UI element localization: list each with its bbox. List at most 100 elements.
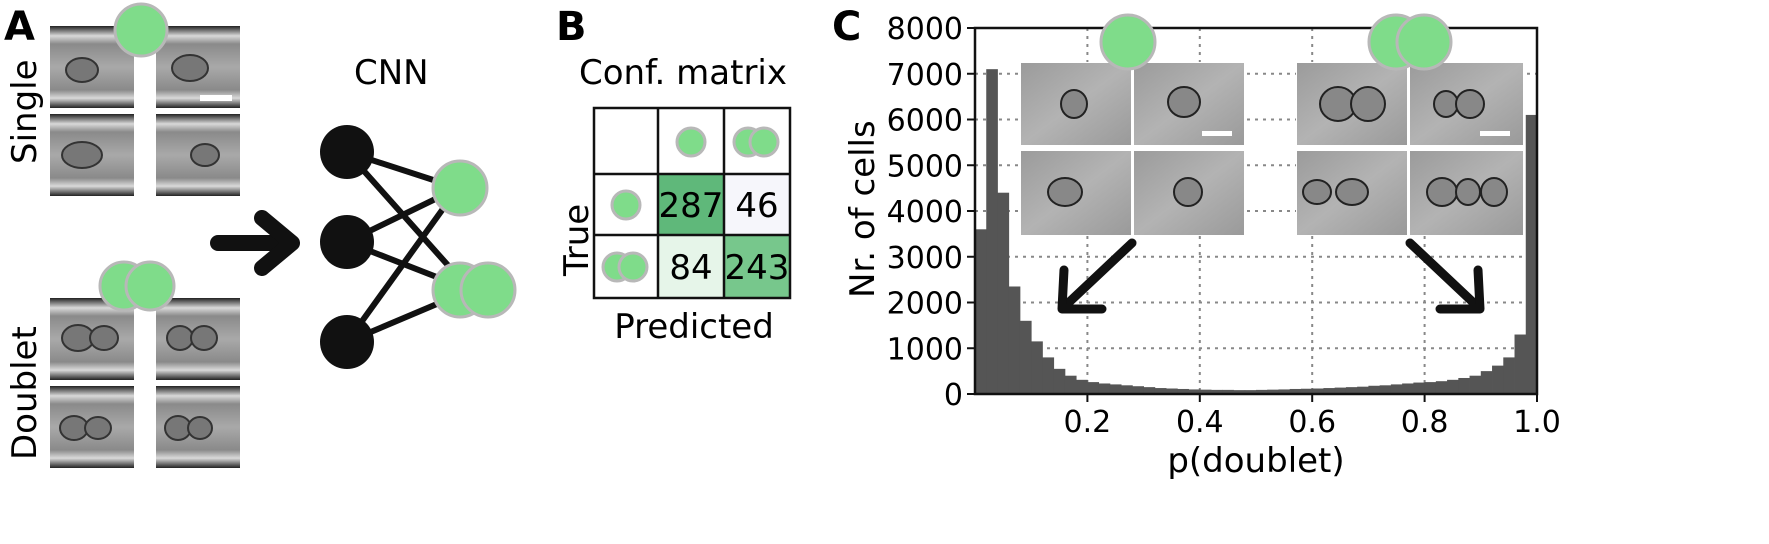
cm-value: 243 xyxy=(725,248,790,288)
single-inset-images xyxy=(1020,62,1245,236)
y-tick-label: 2000 xyxy=(887,287,963,322)
cnn-label: CNN xyxy=(354,53,429,93)
histogram-bar xyxy=(1008,286,1021,394)
histogram-bar xyxy=(1458,377,1470,394)
y-tick-label: 3000 xyxy=(887,241,963,276)
y-tick-label: 8000 xyxy=(887,12,963,47)
histogram-bar xyxy=(1300,388,1313,394)
right-arrow-icon xyxy=(210,210,300,276)
histogram-bar xyxy=(1323,388,1336,394)
single-cell-icon xyxy=(675,126,707,158)
x-tick-label: 0.8 xyxy=(1401,405,1449,440)
y-tick-label: 1000 xyxy=(887,332,963,367)
histogram-bar xyxy=(997,192,1010,394)
cnn-network-diagram xyxy=(320,125,517,369)
histogram-bar xyxy=(1109,384,1122,394)
cm-cell-true-doublet-pred-doublet xyxy=(724,235,790,298)
histogram-bar xyxy=(1222,389,1234,394)
axis-ticks: 0 1000 2000 3000 4000 5000 6000 7000 8000 0.2 0.4 0… xyxy=(887,12,1561,440)
single-cell-icon xyxy=(610,189,642,221)
histogram-bar xyxy=(1076,379,1088,394)
histogram-bar xyxy=(1188,389,1201,394)
histogram-bar xyxy=(1211,389,1223,394)
x-tick-label: 0.2 xyxy=(1064,405,1112,440)
arrow-down-right-icon xyxy=(1405,238,1485,314)
histogram-bar xyxy=(1402,383,1414,394)
doublet-cell-images xyxy=(50,298,240,468)
scale-bar xyxy=(200,95,232,101)
output-node-single xyxy=(431,159,489,217)
histogram-bar xyxy=(1143,387,1156,394)
histogram-bar xyxy=(1233,390,1246,394)
histogram-bar xyxy=(1177,388,1189,394)
cm-value: 84 xyxy=(669,248,712,288)
histogram-bar xyxy=(1121,385,1133,394)
doublet-inset-images xyxy=(1296,62,1524,236)
scale-bar xyxy=(1202,131,1232,136)
y-tick-label: 6000 xyxy=(887,104,963,139)
cm-value: 46 xyxy=(735,186,778,226)
histogram-bar xyxy=(1435,381,1448,394)
input-node xyxy=(320,125,374,179)
histogram-bar xyxy=(1256,389,1268,394)
histogram-bar xyxy=(1357,386,1369,394)
histogram-bar xyxy=(1278,389,1291,394)
histogram-bar xyxy=(1345,387,1358,394)
panel-a-letter: A xyxy=(4,4,35,50)
histogram-bar xyxy=(1098,383,1111,394)
doublet-label: Doublet xyxy=(5,326,45,460)
histogram-bar xyxy=(1154,388,1167,394)
histogram-bar xyxy=(1390,384,1403,394)
true-label: True xyxy=(557,204,597,277)
histogram-bar xyxy=(1525,114,1538,395)
histogram-bar xyxy=(975,229,987,394)
histogram-bar xyxy=(1480,371,1493,394)
histogram-bar xyxy=(986,69,998,395)
histogram-bar xyxy=(1469,375,1482,394)
y-tick-label: 0 xyxy=(944,378,963,413)
histogram-bar xyxy=(1424,382,1437,394)
x-tick-label: 1.0 xyxy=(1513,405,1561,440)
y-tick-label: 4000 xyxy=(887,195,963,230)
single-cell-icon xyxy=(1099,13,1157,71)
histogram-bar xyxy=(1514,334,1527,394)
histogram-chart: 0 1000 2000 3000 4000 5000 6000 7000 8000 0.2 0.4 0… xyxy=(887,12,1561,440)
cm-cell-true-single-pred-single xyxy=(658,174,724,235)
arrow-down-left-icon xyxy=(1057,238,1137,314)
scale-bar xyxy=(1480,131,1510,136)
doublet-cell-icon xyxy=(732,126,780,158)
histogram-bar xyxy=(1413,382,1425,394)
predicted-label: Predicted xyxy=(614,307,774,347)
doublet-cell-icon xyxy=(1367,13,1453,71)
doublet-cell-icon xyxy=(98,260,176,312)
histogram-bar xyxy=(1064,375,1077,394)
histogram-bar xyxy=(1166,388,1178,394)
grid-lines xyxy=(975,28,1537,394)
doublet-cell-icon xyxy=(601,251,649,283)
histogram-bar xyxy=(1368,385,1381,394)
confusion-matrix-title: Conf. matrix xyxy=(579,53,787,93)
confusion-matrix: 287 46 84 243 xyxy=(592,106,792,300)
y-tick-label: 5000 xyxy=(887,149,963,184)
y-axis-label: Nr. of cells xyxy=(843,120,883,298)
plot-frame xyxy=(973,26,1539,396)
histogram-bar xyxy=(1042,357,1055,394)
histogram-bar xyxy=(1019,320,1032,394)
x-tick-label: 0.4 xyxy=(1176,405,1224,440)
cm-cell-true-single-pred-doublet xyxy=(724,174,790,235)
cm-value: 287 xyxy=(659,186,724,226)
histogram-bar xyxy=(1334,387,1347,394)
histogram-bar xyxy=(1053,368,1066,394)
histogram-bar xyxy=(1447,379,1459,394)
histogram-bar xyxy=(1312,388,1324,394)
histogram-bar xyxy=(1267,389,1279,394)
panel-c-letter: C xyxy=(832,4,861,50)
histogram-bar xyxy=(1379,385,1392,394)
input-node xyxy=(320,215,374,269)
histogram-bar xyxy=(1087,382,1100,394)
single-cell-icon xyxy=(113,2,169,58)
x-tick-label: 0.6 xyxy=(1288,405,1336,440)
histogram-bars xyxy=(975,69,1538,395)
histogram-bar xyxy=(1199,389,1212,394)
